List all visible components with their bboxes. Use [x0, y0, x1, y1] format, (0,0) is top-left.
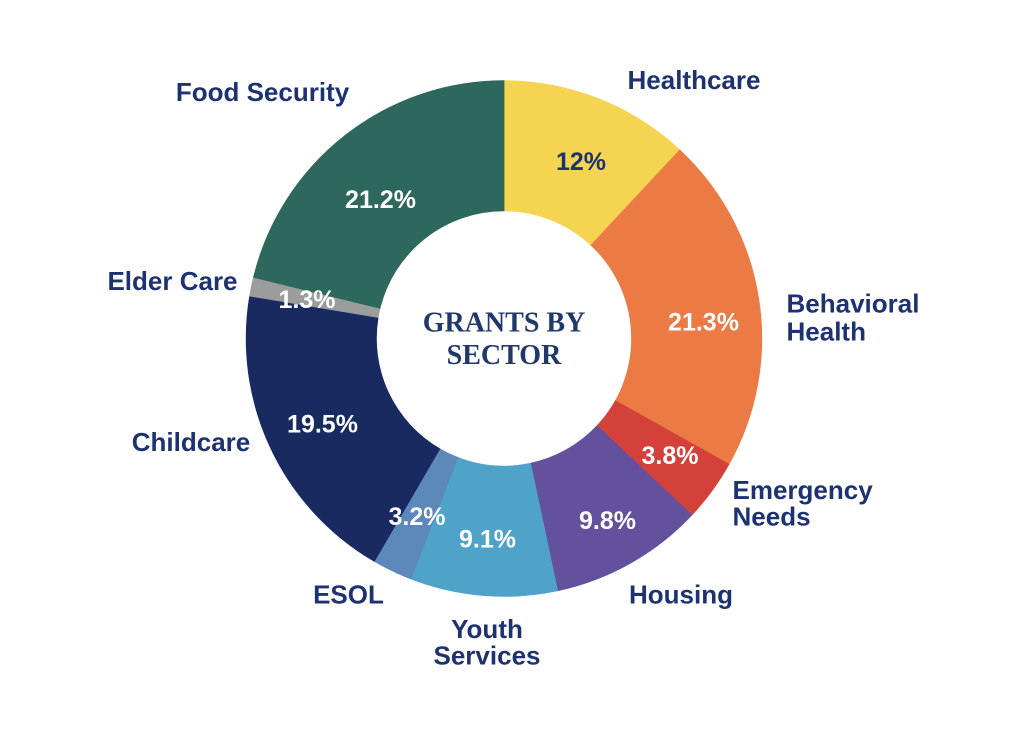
svg-text:Housing: Housing — [629, 580, 733, 610]
svg-text:21.3%: 21.3% — [668, 309, 739, 337]
svg-text:9.1%: 9.1% — [459, 526, 516, 554]
svg-text:Food Security: Food Security — [176, 77, 350, 107]
svg-text:SECTOR: SECTOR — [447, 340, 562, 371]
svg-text:3.2%: 3.2% — [389, 503, 446, 531]
svg-text:1.3%: 1.3% — [279, 286, 336, 314]
svg-text:Childcare: Childcare — [132, 427, 251, 457]
svg-text:12%: 12% — [556, 148, 606, 176]
svg-text:Health: Health — [787, 317, 866, 347]
svg-text:GRANTS BY: GRANTS BY — [423, 308, 586, 339]
svg-text:Services: Services — [434, 641, 541, 671]
svg-text:19.5%: 19.5% — [287, 411, 358, 439]
svg-text:3.8%: 3.8% — [642, 442, 699, 470]
svg-text:21.2%: 21.2% — [345, 186, 416, 214]
svg-text:Elder Care: Elder Care — [107, 266, 237, 296]
svg-text:Healthcare: Healthcare — [628, 65, 761, 95]
svg-text:9.8%: 9.8% — [579, 507, 636, 535]
svg-text:ESOL: ESOL — [313, 580, 384, 610]
svg-text:Emergency: Emergency — [733, 475, 874, 505]
svg-text:Youth: Youth — [451, 614, 523, 644]
svg-text:Behavioral: Behavioral — [787, 289, 920, 319]
svg-text:Needs: Needs — [733, 502, 811, 532]
